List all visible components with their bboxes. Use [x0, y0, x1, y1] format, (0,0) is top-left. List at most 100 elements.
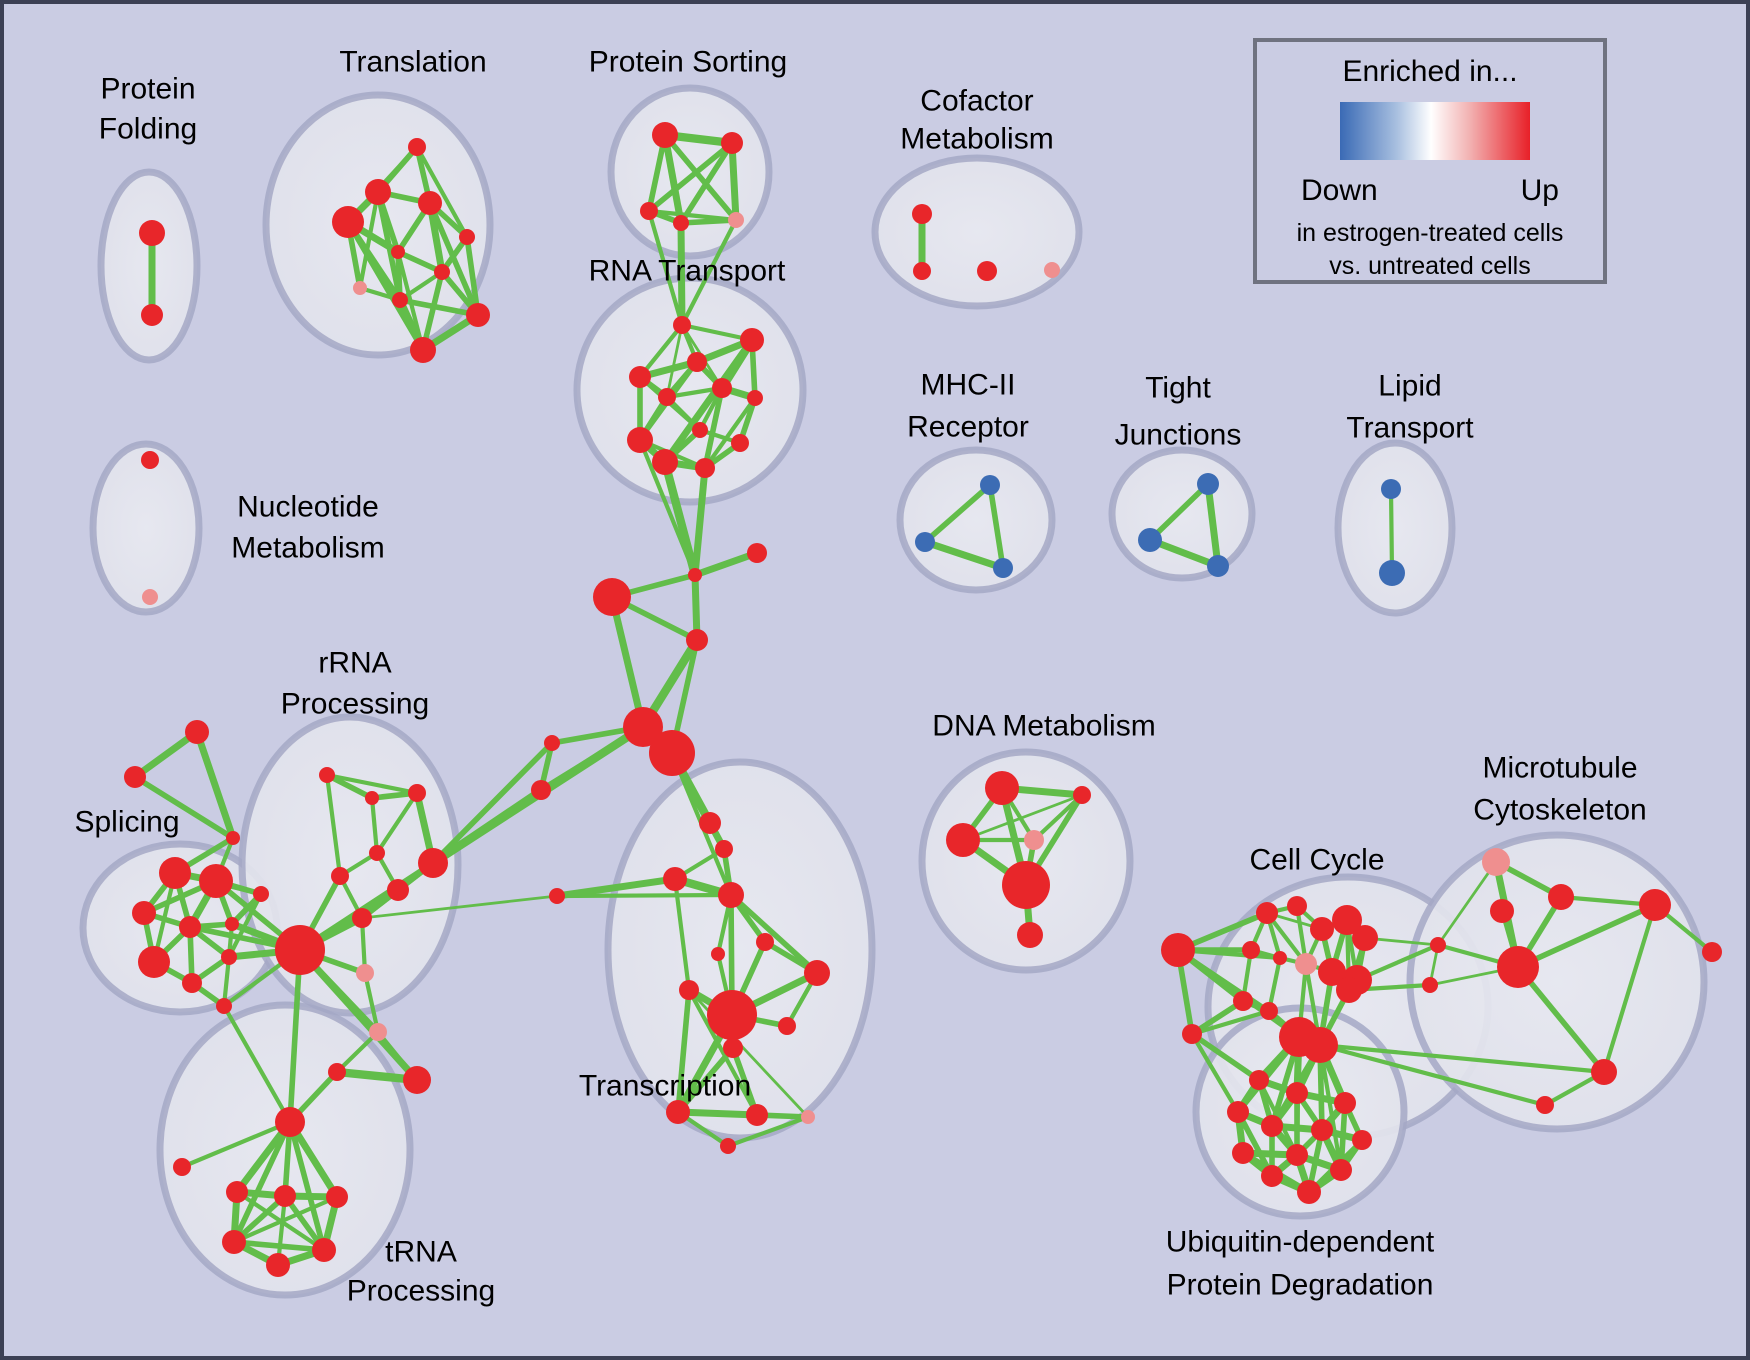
network-node[interactable] — [1256, 902, 1278, 924]
network-node[interactable] — [410, 337, 436, 363]
network-node[interactable] — [466, 303, 490, 327]
network-node[interactable] — [692, 422, 708, 438]
network-node[interactable] — [756, 933, 774, 951]
network-node[interactable] — [747, 543, 767, 563]
network-node[interactable] — [1302, 1027, 1338, 1063]
network-node[interactable] — [658, 388, 676, 406]
network-node[interactable] — [1044, 262, 1060, 278]
network-node[interactable] — [319, 767, 335, 783]
network-node[interactable] — [993, 558, 1013, 578]
network-node[interactable] — [728, 212, 744, 228]
network-node[interactable] — [531, 780, 551, 800]
network-node[interactable] — [652, 122, 678, 148]
network-node[interactable] — [627, 427, 653, 453]
network-node[interactable] — [392, 292, 408, 308]
network-node[interactable] — [1024, 830, 1044, 850]
network-node[interactable] — [1422, 977, 1438, 993]
network-node[interactable] — [740, 328, 764, 352]
network-node[interactable] — [1073, 786, 1091, 804]
network-node[interactable] — [274, 1185, 296, 1207]
network-node[interactable] — [1336, 977, 1362, 1003]
network-node[interactable] — [369, 1023, 387, 1041]
network-node[interactable] — [1286, 1082, 1308, 1104]
network-node[interactable] — [185, 720, 209, 744]
network-node[interactable] — [179, 916, 201, 938]
network-node[interactable] — [1227, 1101, 1249, 1123]
network-node[interactable] — [352, 908, 372, 928]
network-node[interactable] — [711, 947, 725, 961]
network-node[interactable] — [182, 973, 202, 993]
network-node[interactable] — [1311, 1119, 1333, 1141]
network-node[interactable] — [1260, 1002, 1278, 1020]
network-node[interactable] — [226, 1181, 248, 1203]
network-node[interactable] — [1182, 1024, 1202, 1044]
network-node[interactable] — [403, 1066, 431, 1094]
network-node[interactable] — [687, 352, 707, 372]
network-node[interactable] — [312, 1238, 336, 1262]
network-node[interactable] — [686, 629, 708, 651]
network-node[interactable] — [985, 771, 1019, 805]
network-node[interactable] — [328, 1063, 346, 1081]
network-node[interactable] — [138, 946, 170, 978]
network-node[interactable] — [418, 191, 442, 215]
network-node[interactable] — [712, 378, 732, 398]
network-node[interactable] — [1310, 917, 1334, 941]
network-node[interactable] — [1490, 899, 1514, 923]
network-node[interactable] — [652, 449, 678, 475]
network-node[interactable] — [549, 888, 565, 904]
network-node[interactable] — [707, 990, 757, 1040]
network-node[interactable] — [1702, 942, 1722, 962]
network-node[interactable] — [1379, 560, 1405, 586]
network-node[interactable] — [173, 1158, 191, 1176]
network-node[interactable] — [720, 1138, 736, 1154]
network-node[interactable] — [369, 845, 385, 861]
network-node[interactable] — [326, 1186, 348, 1208]
network-node[interactable] — [139, 220, 165, 246]
network-node[interactable] — [226, 831, 240, 845]
network-node[interactable] — [695, 458, 715, 478]
network-node[interactable] — [1002, 861, 1050, 909]
network-node[interactable] — [673, 215, 689, 231]
network-node[interactable] — [1536, 1096, 1554, 1114]
network-node[interactable] — [1639, 889, 1671, 921]
network-node[interactable] — [718, 882, 744, 908]
network-node[interactable] — [1352, 1130, 1372, 1150]
network-node[interactable] — [387, 879, 409, 901]
network-node[interactable] — [1249, 1070, 1269, 1090]
network-node[interactable] — [679, 980, 699, 1000]
network-node[interactable] — [1330, 1159, 1352, 1181]
network-node[interactable] — [629, 366, 651, 388]
network-node[interactable] — [1287, 896, 1307, 916]
network-node[interactable] — [1352, 925, 1378, 951]
network-node[interactable] — [253, 886, 269, 902]
network-node[interactable] — [980, 475, 1000, 495]
network-node[interactable] — [142, 589, 158, 605]
network-node[interactable] — [723, 1038, 743, 1058]
network-node[interactable] — [649, 730, 695, 776]
network-node[interactable] — [673, 316, 691, 334]
network-node[interactable] — [746, 1104, 768, 1126]
network-node[interactable] — [946, 823, 980, 857]
network-node[interactable] — [715, 840, 733, 858]
network-node[interactable] — [1017, 922, 1043, 948]
network-node[interactable] — [1295, 953, 1317, 975]
network-node[interactable] — [365, 791, 379, 805]
network-node[interactable] — [124, 766, 146, 788]
network-node[interactable] — [1332, 905, 1362, 935]
network-node[interactable] — [663, 867, 687, 891]
network-node[interactable] — [1381, 479, 1401, 499]
network-node[interactable] — [408, 138, 426, 156]
network-node[interactable] — [391, 245, 405, 259]
network-node[interactable] — [356, 964, 374, 982]
network-node[interactable] — [275, 1107, 305, 1137]
network-node[interactable] — [1318, 958, 1346, 986]
network-node[interactable] — [216, 998, 232, 1014]
network-node[interactable] — [132, 901, 156, 925]
network-node[interactable] — [275, 925, 325, 975]
network-node[interactable] — [141, 304, 163, 326]
network-node[interactable] — [721, 132, 743, 154]
network-node[interactable] — [544, 735, 560, 751]
network-node[interactable] — [408, 784, 426, 802]
network-node[interactable] — [1591, 1059, 1617, 1085]
network-node[interactable] — [913, 262, 931, 280]
